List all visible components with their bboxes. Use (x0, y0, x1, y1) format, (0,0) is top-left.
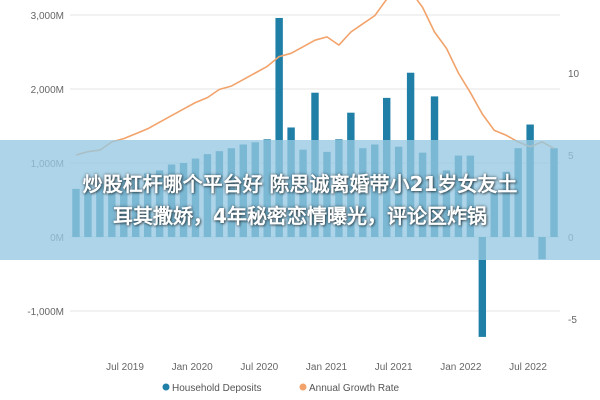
x-tick-label: Jul 2020 (240, 362, 278, 373)
annual-growth-rate-line (75, 0, 555, 156)
y-right-tick-label: 10 (568, 69, 580, 80)
headline-line-1: 炒股杠杆哪个平台好 陈思诚离婚带小21岁女友土 (82, 172, 518, 196)
x-tick-label: Jan 2020 (172, 362, 214, 373)
x-tick-label: Jul 2021 (375, 362, 413, 373)
annual-growth-rate-line-group (75, 0, 555, 156)
y-right-tick-label: -5 (568, 315, 577, 326)
x-tick-label: Jan 2021 (306, 362, 348, 373)
x-tick-label: Jul 2019 (106, 362, 144, 373)
legend-label-deposits: Household Deposits (172, 383, 262, 394)
deposit-bar (478, 237, 487, 337)
legend: Household Deposits Annual Growth Rate (162, 383, 399, 394)
legend-label-growth: Annual Growth Rate (309, 383, 399, 394)
legend-line-swatch (299, 383, 307, 391)
x-tick-label: Jul 2022 (509, 362, 547, 373)
y-left-tick-label: -1,000M (27, 307, 64, 318)
x-axis-ticks: Jul 2019 Jan 2020 Jul 2020 Jan 2021 Jul 2021… (106, 362, 547, 373)
deposit-bar (275, 17, 283, 238)
y-left-tick-label: 3,000M (31, 11, 64, 22)
legend-bar-swatch (162, 383, 170, 391)
x-tick-label: Jan 2022 (440, 362, 482, 373)
headline-line-2: 耳其撒娇，4年秘密恋情曝光，评论区炸锅 (113, 204, 487, 228)
y-left-tick-label: 2,000M (31, 85, 64, 96)
headline-banner: 炒股杠杆哪个平台好 陈思诚离婚带小21岁女友土 耳其撒娇，4年秘密恋情曝光，评论… (0, 140, 600, 260)
